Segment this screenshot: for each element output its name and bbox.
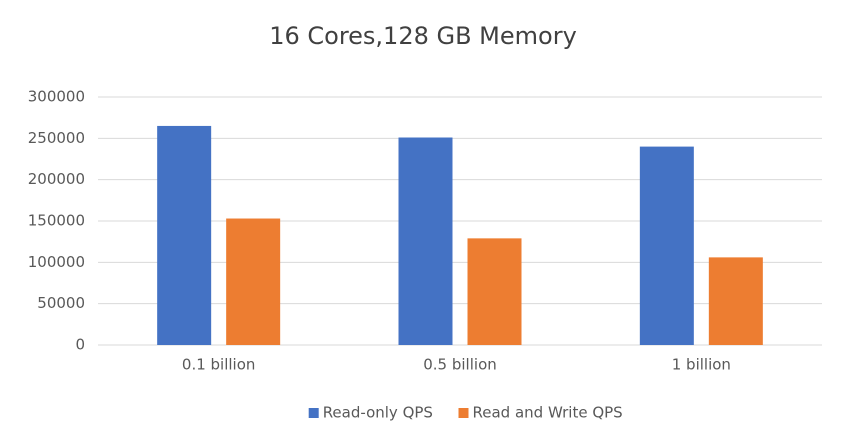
y-tick-label: 150000 <box>28 212 85 230</box>
y-tick-label: 50000 <box>37 294 85 312</box>
bar <box>639 146 694 345</box>
legend-label: Read-only QPS <box>323 404 433 422</box>
x-tick-label: 0.1 billion <box>182 356 256 374</box>
y-tick-label: 300000 <box>28 88 85 106</box>
x-tick-label: 0.5 billion <box>423 356 497 374</box>
legend-swatch <box>308 408 319 418</box>
bar <box>157 125 212 345</box>
y-tick-label: 0 <box>75 336 85 354</box>
legend-label: Read and Write QPS <box>473 404 623 422</box>
x-tick-label: 1 billion <box>672 356 731 374</box>
y-tick-label: 200000 <box>28 170 85 188</box>
bar <box>226 218 281 345</box>
bar <box>398 137 453 345</box>
chart-title: 16 Cores,128 GB Memory <box>269 22 577 50</box>
bar <box>467 238 522 345</box>
y-tick-label: 100000 <box>28 253 85 271</box>
legend-swatch <box>458 408 469 418</box>
y-tick-label: 250000 <box>28 129 85 147</box>
bar <box>708 257 763 345</box>
